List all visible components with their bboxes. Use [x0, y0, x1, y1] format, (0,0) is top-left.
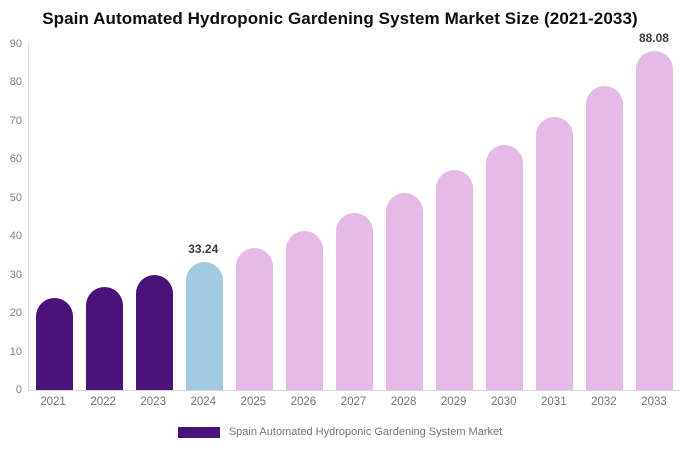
legend-swatch-icon: [177, 426, 220, 438]
x-label-2029: 2029: [440, 396, 467, 408]
bar-2023: [135, 275, 173, 390]
y-tick-label-40: 40: [9, 230, 22, 243]
y-tick-label-50: 50: [9, 191, 22, 204]
y-tick-label-90: 90: [9, 38, 22, 50]
y-tick-label-10: 10: [9, 345, 22, 358]
x-label-2027: 2027: [340, 396, 367, 408]
x-label-2021: 2021: [40, 396, 66, 408]
x-label-2023: 2023: [140, 396, 166, 408]
y-tick-label-80: 80: [9, 76, 22, 89]
bar-2031: [536, 117, 574, 390]
x-label-2031: 2031: [541, 396, 567, 408]
x-label-2033: 2033: [641, 396, 667, 408]
x-label-2026: 2026: [290, 396, 317, 408]
bar-2021: [35, 297, 73, 390]
x-label-2024: 2024: [190, 396, 217, 408]
bar-slot-2021: [29, 44, 79, 390]
bar-2032: [586, 85, 624, 390]
x-label-2022: 2022: [90, 396, 116, 408]
x-label-2032: 2032: [591, 396, 617, 408]
y-tick-label-20: 20: [9, 307, 22, 320]
bar-slot-2023: [129, 44, 179, 390]
bar-slot-2030: [480, 44, 530, 390]
x-label-2028: 2028: [390, 396, 417, 408]
x-axis-labels: 2021 2022 2023 2024 2025 2026 2027 2028 2029 2030…: [28, 396, 679, 408]
bar-slot-2031: [530, 44, 580, 390]
bar-slot-2029: [430, 44, 480, 390]
bar-slot-2026: [279, 44, 329, 390]
bar-slot-2032: [580, 44, 630, 390]
bar-slot-2025: [229, 44, 279, 390]
bar-2029: [436, 170, 474, 390]
value-label-2024: 33.24: [188, 242, 219, 257]
bar-2025: [235, 247, 273, 390]
y-tick-label-70: 70: [9, 114, 22, 127]
x-label-2030: 2030: [490, 396, 517, 408]
bar-2024: [185, 262, 223, 390]
bar-2028: [386, 192, 424, 390]
bar-2033: [636, 51, 674, 390]
bar-slot-2022: [79, 44, 129, 390]
value-label-2033: 88.08: [638, 31, 669, 46]
y-tick-label-60: 60: [9, 153, 22, 166]
chart-title: Spain Automated Hydroponic Gardening Sys…: [42, 9, 638, 28]
legend-label: Spain Automated Hydroponic Gardening Sys…: [228, 426, 503, 438]
bar-2022: [85, 286, 123, 390]
bar-slot-2027: [329, 44, 379, 390]
bar-slot-2024: [179, 44, 229, 390]
bar-2030: [486, 145, 524, 390]
legend[interactable]: Spain Automated Hydroponic Gardening Sys…: [0, 426, 680, 438]
bar-slot-2028: [380, 44, 430, 390]
bar-2027: [336, 213, 373, 390]
bar-slot-2033: [630, 44, 680, 390]
y-tick-label-0: 0: [15, 384, 22, 396]
plot-area: [28, 44, 680, 391]
x-label-2025: 2025: [240, 396, 267, 408]
bar-2026: [285, 231, 323, 390]
y-tick-label-30: 30: [9, 268, 22, 281]
